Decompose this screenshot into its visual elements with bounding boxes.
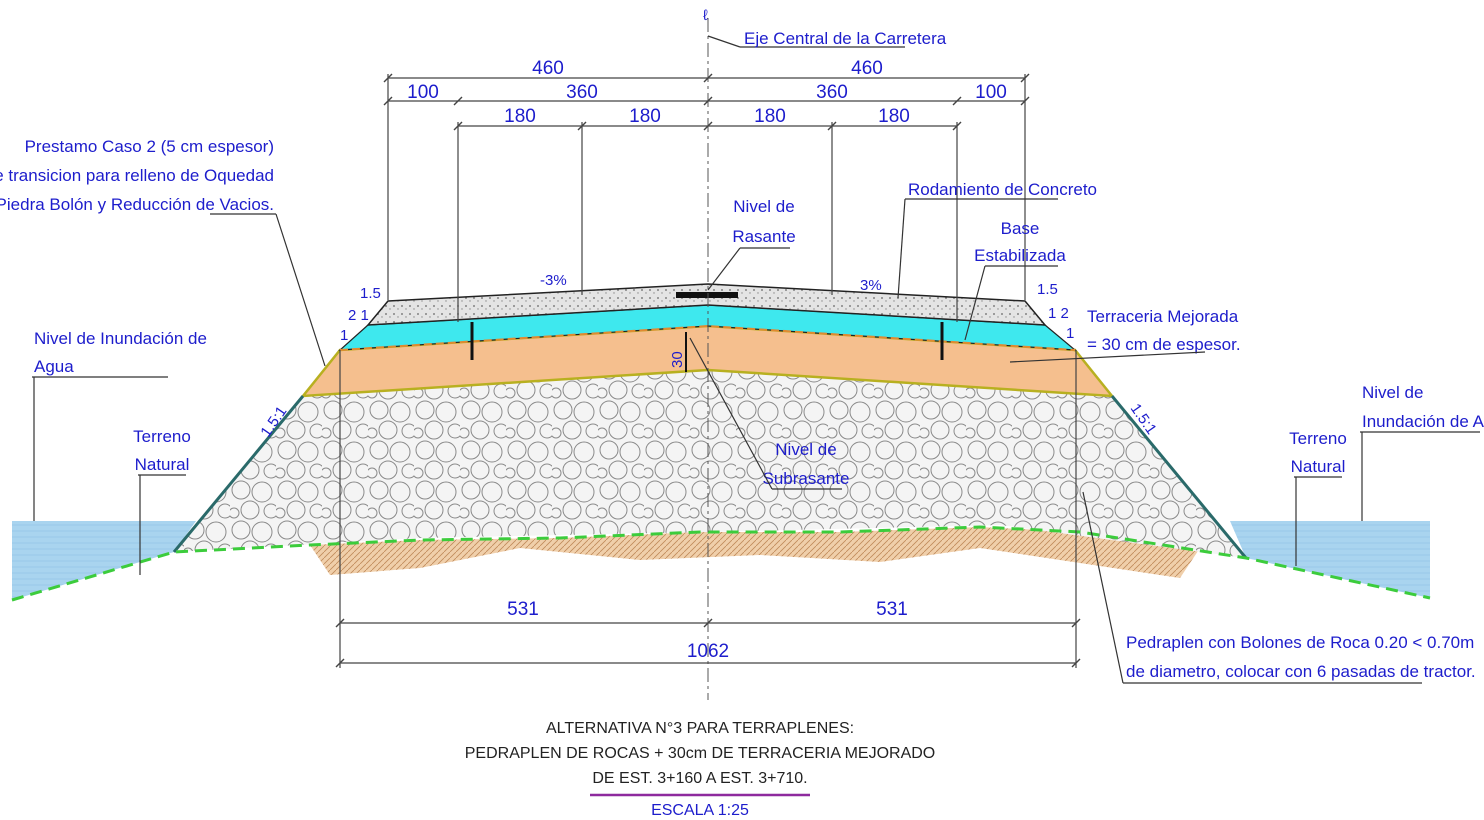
dim-360-left: 360 xyxy=(566,82,598,103)
terreno-right-1: Terreno xyxy=(1289,429,1347,448)
title-line-3: DE EST. 3+160 A EST. 3+710. xyxy=(592,770,807,787)
subrasante-line-1: Nivel de xyxy=(775,440,836,459)
prestamo-line-2: Capa de transicion para relleno de Oqued… xyxy=(0,166,274,185)
right-ratio-15: 1.5 xyxy=(1037,281,1058,298)
left-ratio-21: 2 1 xyxy=(348,307,369,324)
rasante-marker xyxy=(676,292,738,298)
subrasante-line-2: Subrasante xyxy=(763,469,850,488)
right-ratio-1: 1 xyxy=(1066,325,1074,342)
pedraplen-line-1: Pedraplen con Bolones de Roca 0.20 < 0.7… xyxy=(1126,633,1474,652)
dim-180-3: 180 xyxy=(754,106,786,127)
terraceria-line-1: Terraceria Mejorada xyxy=(1087,307,1239,326)
rasante-line-1: Nivel de xyxy=(733,197,794,216)
dim-360-right: 360 xyxy=(816,82,848,103)
water-right xyxy=(1230,521,1430,598)
terreno-left-2: Natural xyxy=(135,455,190,474)
inundacion-right-1: Nivel de xyxy=(1362,383,1423,402)
base-line-2: Estabilizada xyxy=(974,246,1066,265)
water-left xyxy=(12,521,196,600)
slope-right-label: 3% xyxy=(860,277,882,294)
title-line-2: PEDRAPLEN DE ROCAS + 30cm DE TERRACERIA … xyxy=(465,745,935,762)
prestamo-line-1: Prestamo Caso 2 (5 cm espesor) xyxy=(25,137,274,156)
dim-1062: 1062 xyxy=(687,641,729,662)
dim-180-2: 180 xyxy=(629,106,661,127)
rodamiento-label: Rodamiento de Concreto xyxy=(908,180,1097,199)
inundacion-left-2: Agua xyxy=(34,357,74,376)
thickness-30: 30 xyxy=(669,351,686,368)
terreno-left-1: Terreno xyxy=(133,427,191,446)
left-ratio-15: 1.5 xyxy=(360,285,381,302)
dim-460-right: 460 xyxy=(851,58,883,79)
dim-531-right: 531 xyxy=(876,599,908,620)
rockfill-body xyxy=(174,370,1246,558)
scale-label: ESCALA 1:25 xyxy=(651,802,749,819)
slope-left-label: -3% xyxy=(540,272,567,289)
terreno-right-2: Natural xyxy=(1291,457,1346,476)
title-line-1: ALTERNATIVA N°3 PARA TERRAPLENES: xyxy=(546,720,854,737)
eje-central-label: Eje Central de la Carretera xyxy=(744,29,947,48)
dim-460-left: 460 xyxy=(532,58,564,79)
dim-100-left: 100 xyxy=(407,82,439,103)
dim-531-left: 531 xyxy=(507,599,539,620)
axis-symbol: ℓ xyxy=(703,7,708,24)
dim-180-4: 180 xyxy=(878,106,910,127)
prestamo-line-3: de Piedra Bolón y Reducción de Vacios. xyxy=(0,195,274,214)
inundacion-right-2: Inundación de Agua xyxy=(1362,412,1484,431)
rasante-line-2: Rasante xyxy=(732,227,795,246)
base-line-1: Base xyxy=(1001,219,1040,238)
left-ratio-1: 1 xyxy=(340,327,348,344)
dim-100-right: 100 xyxy=(975,82,1007,103)
pedraplen-line-2: de diametro, colocar con 6 pasadas de tr… xyxy=(1126,662,1476,681)
terraceria-line-2: = 30 cm de espesor. xyxy=(1087,335,1241,354)
inundacion-left-1: Nivel de Inundación de xyxy=(34,329,207,348)
dim-180-1: 180 xyxy=(504,106,536,127)
right-ratio-12: 1 2 xyxy=(1048,305,1069,322)
